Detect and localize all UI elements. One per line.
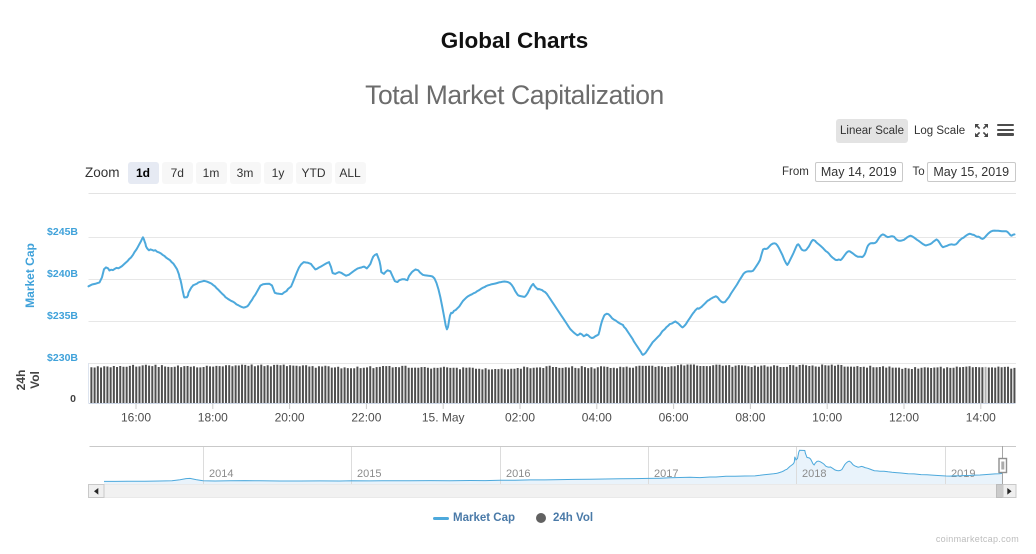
svg-text:2018: 2018 — [802, 468, 826, 480]
svg-text:0: 0 — [70, 393, 76, 405]
svg-text:12:00: 12:00 — [889, 411, 919, 425]
svg-text:08:00: 08:00 — [735, 411, 765, 425]
svg-text:2019: 2019 — [951, 468, 975, 480]
svg-text:22:00: 22:00 — [351, 411, 381, 425]
svg-text:2015: 2015 — [357, 468, 381, 480]
svg-text:15. May: 15. May — [422, 411, 465, 425]
svg-text:14:00: 14:00 — [966, 411, 996, 425]
svg-text:18:00: 18:00 — [198, 411, 228, 425]
svg-text:16:00: 16:00 — [121, 411, 151, 425]
svg-text:Vol: Vol — [28, 371, 42, 389]
svg-text:Market Cap: Market Cap — [23, 243, 37, 308]
svg-text:2016: 2016 — [506, 468, 530, 480]
svg-text:24h: 24h — [14, 370, 28, 391]
svg-text:04:00: 04:00 — [582, 411, 612, 425]
svg-text:2017: 2017 — [654, 468, 678, 480]
svg-text:20:00: 20:00 — [275, 411, 305, 425]
svg-text:2014: 2014 — [209, 468, 233, 480]
svg-text:$240B: $240B — [47, 268, 78, 280]
svg-text:10:00: 10:00 — [812, 411, 842, 425]
svg-text:$235B: $235B — [47, 310, 78, 322]
svg-text:06:00: 06:00 — [659, 411, 689, 425]
svg-text:$245B: $245B — [47, 226, 78, 238]
svg-text:$230B: $230B — [47, 352, 78, 364]
svg-text:02:00: 02:00 — [505, 411, 535, 425]
